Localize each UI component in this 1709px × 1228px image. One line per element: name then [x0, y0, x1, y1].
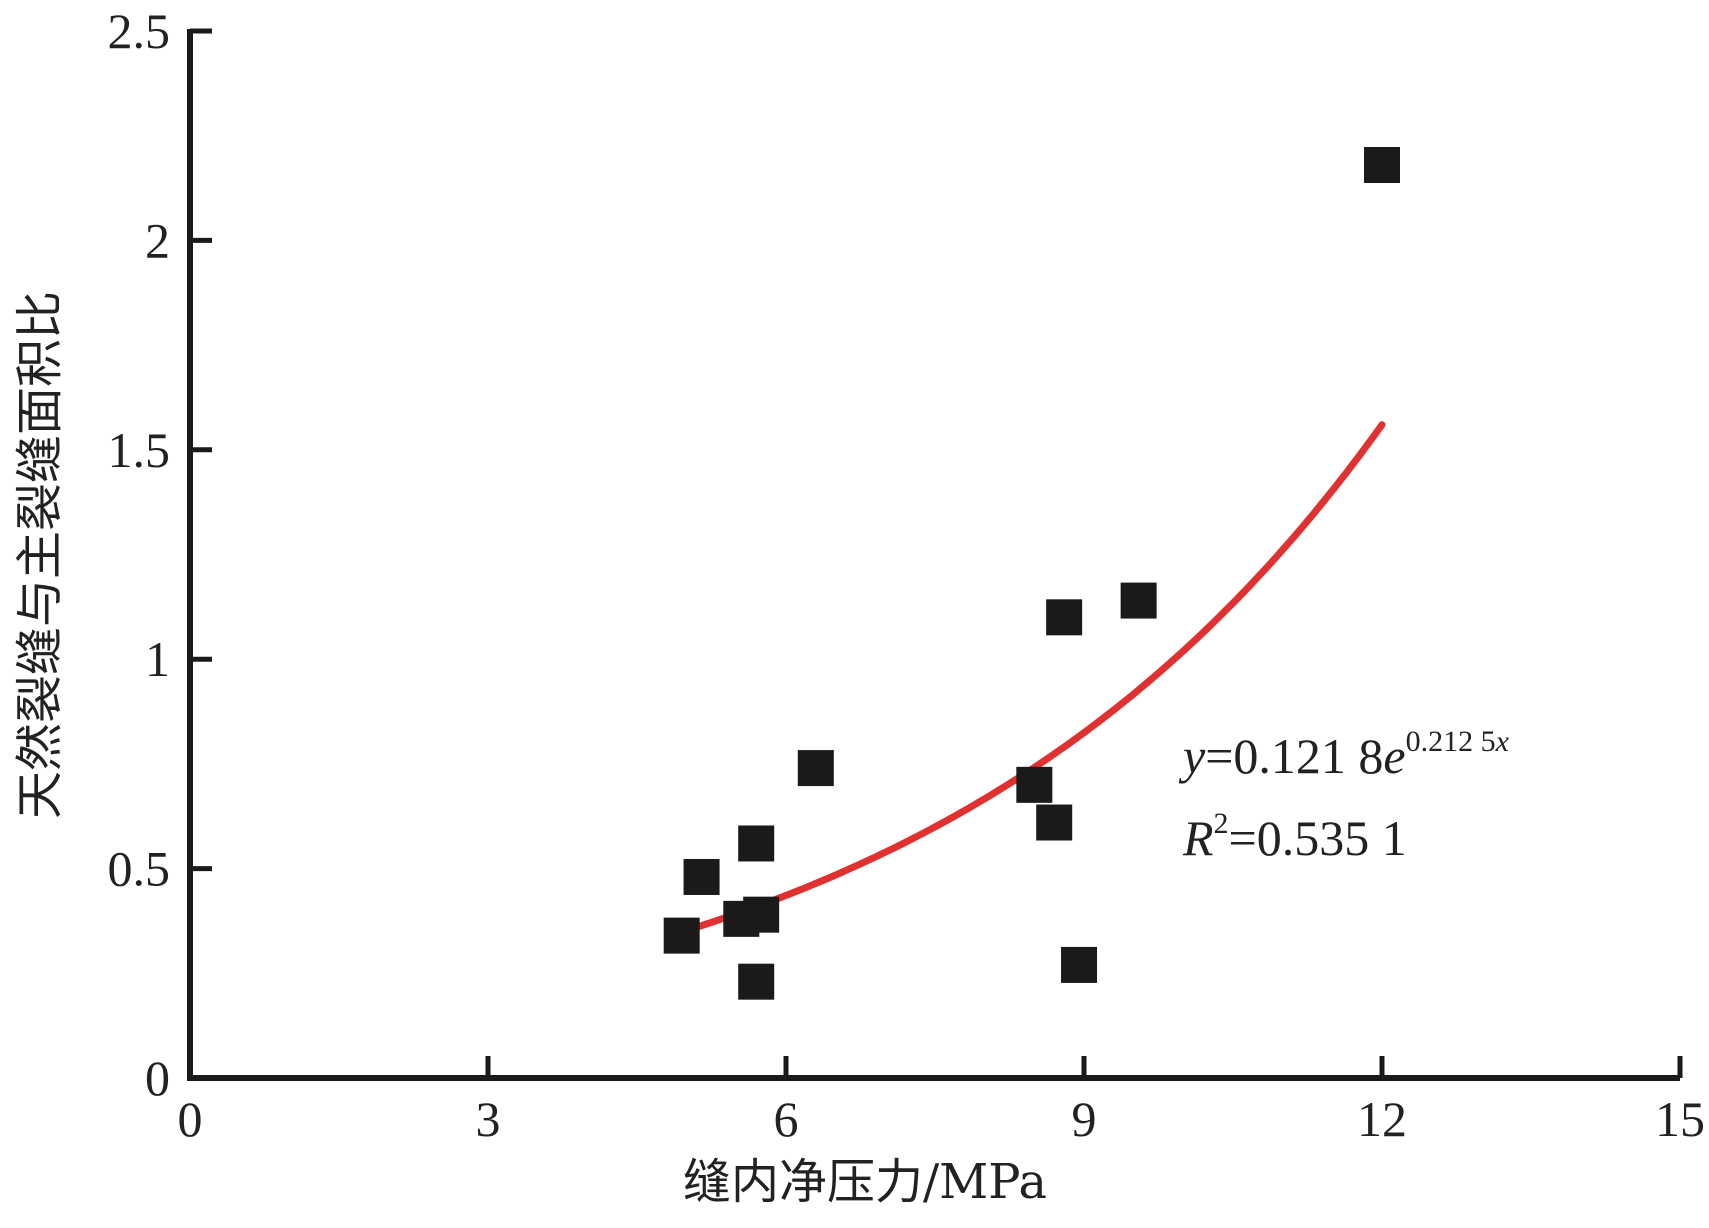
- fit-equation-exponent-x: x: [1495, 725, 1510, 758]
- r-squared: R2=0.535 1: [1182, 807, 1407, 866]
- r-squared-value: =0.535 1: [1229, 810, 1407, 866]
- data-point: [1016, 766, 1053, 803]
- axes: [187, 29, 1680, 1081]
- data-point: [738, 963, 775, 1000]
- x-tick-label: 3: [476, 1091, 501, 1147]
- x-axis-title: 缝内净压力/MPa: [683, 1154, 1047, 1210]
- x-axis-ticks: 0 3 6 9 12 15: [178, 1056, 1705, 1147]
- data-point: [1061, 946, 1098, 983]
- data-point: [663, 917, 700, 954]
- y-tick-label: 0.5: [108, 841, 171, 897]
- x-tick-label: 15: [1655, 1091, 1705, 1147]
- fit-equation-exponent: 0.212 5: [1406, 725, 1496, 758]
- fit-equation-y: y: [1178, 728, 1206, 784]
- x-tick-label: 9: [1072, 1091, 1097, 1147]
- y-axis-title: 天然裂缝与主裂缝面积比: [12, 291, 68, 819]
- fit-equation: y=0.121 8e0.212 5x: [1178, 725, 1510, 784]
- data-point: [738, 825, 775, 862]
- x-tick-label: 6: [774, 1091, 799, 1147]
- data-point: [1364, 147, 1400, 184]
- y-tick-label: 1.5: [108, 422, 171, 478]
- fit-equation-coef: =0.121 8: [1205, 728, 1383, 784]
- y-tick-label: 2: [145, 212, 170, 268]
- data-point: [683, 858, 720, 895]
- r-squared-sup: 2: [1214, 807, 1229, 840]
- y-tick-label: 0: [145, 1050, 170, 1106]
- r-squared-r: R: [1182, 810, 1214, 866]
- data-point: [743, 896, 780, 933]
- data-points: [663, 147, 1400, 1000]
- x-tick-label: 12: [1357, 1091, 1407, 1147]
- data-point: [1036, 804, 1073, 841]
- x-tick-label: 0: [178, 1091, 203, 1147]
- data-point: [797, 750, 834, 787]
- y-axis-ticks: 0 0.5 1 1.5 2 2.5: [108, 3, 212, 1106]
- y-tick-label: 1: [145, 631, 170, 687]
- y-tick-label: 2.5: [108, 3, 171, 59]
- data-point: [1046, 599, 1083, 636]
- data-point: [1120, 582, 1157, 619]
- fit-equation-e: e: [1383, 728, 1405, 784]
